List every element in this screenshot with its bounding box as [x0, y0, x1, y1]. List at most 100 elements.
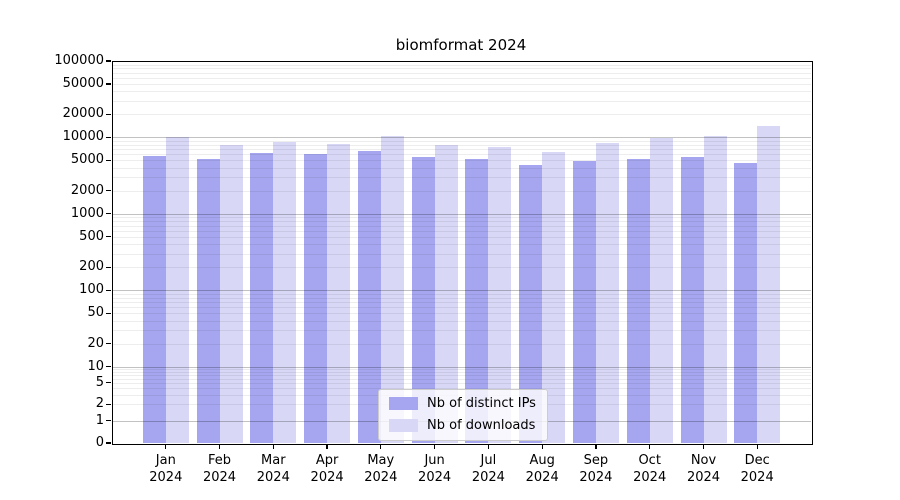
bar-downloads	[380, 136, 404, 443]
chart-title: biomformat 2024	[395, 36, 527, 54]
gridline-minor	[112, 190, 811, 192]
y-tick-label: 2000	[70, 182, 104, 198]
x-tick-label: Sep 2024	[566, 452, 626, 486]
bar-downloads	[542, 151, 566, 443]
x-tick-year: 2024	[686, 470, 721, 485]
x-tick-mark	[165, 444, 167, 450]
y-tick-label: 2	[95, 396, 104, 412]
gridline-minor	[112, 313, 811, 315]
gridline-major	[112, 290, 811, 292]
y-tick-mark	[106, 382, 111, 384]
y-tick-mark	[106, 236, 111, 238]
bar-downloads	[649, 137, 673, 443]
gridline-minor	[112, 371, 811, 373]
x-tick-label: Feb 2024	[190, 452, 250, 486]
x-tick-label: Jan 2024	[136, 452, 196, 486]
gridline-minor	[112, 140, 811, 142]
bar-downloads	[273, 142, 297, 443]
gridline-major	[112, 137, 811, 139]
legend-swatch-distinct-ips	[389, 397, 418, 410]
bar-downloads	[488, 147, 512, 443]
legend: Nb of distinct IPs Nb of downloads	[378, 389, 548, 441]
gridline-minor	[112, 160, 811, 162]
y-tick-label: 100000	[54, 53, 104, 68]
y-tick-mark	[106, 136, 111, 139]
gridline-minor	[112, 330, 811, 332]
x-tick-year: 2024	[740, 470, 774, 485]
x-tick-label: Jun 2024	[405, 452, 465, 486]
y-tick-mark	[106, 159, 111, 162]
gridline-minor	[112, 149, 811, 151]
bar-distinct-ips	[519, 165, 543, 443]
legend-label: Nb of distinct IPs	[427, 396, 536, 411]
x-tick-year: 2024	[418, 470, 452, 485]
gridline-major	[112, 366, 811, 368]
y-tick-label: 50000	[62, 76, 104, 91]
x-tick-mark	[756, 444, 758, 450]
x-tick-label: Apr 2024	[297, 452, 357, 486]
x-tick-mark	[541, 444, 543, 450]
bar-downloads	[219, 144, 243, 443]
bar-downloads	[327, 144, 351, 443]
x-tick-mark	[326, 444, 328, 450]
y-tick-label: 1	[95, 412, 104, 428]
legend-item: Nb of downloads	[389, 418, 536, 433]
x-tick-mark	[380, 444, 382, 450]
bar-distinct-ips	[196, 158, 220, 443]
y-tick-mark	[106, 403, 111, 405]
bar-downloads	[165, 137, 189, 443]
gridline-minor	[112, 302, 811, 303]
y-tick-mark	[106, 312, 111, 314]
y-tick-mark	[106, 342, 111, 345]
y-tick-mark	[106, 365, 111, 368]
x-tick-year: 2024	[256, 470, 290, 485]
bar-distinct-ips	[680, 157, 704, 443]
gridline-minor	[112, 68, 811, 70]
y-tick-mark	[106, 442, 111, 444]
y-tick-label: 5	[95, 374, 104, 390]
bar-distinct-ips	[357, 150, 381, 443]
gridline-minor	[112, 177, 811, 179]
x-tick-year: 2024	[202, 470, 237, 485]
y-tick-label: 1000	[70, 205, 104, 221]
gridline-minor	[112, 369, 811, 371]
gridline-minor	[112, 297, 811, 299]
gridline-minor	[112, 217, 811, 219]
gridline-major	[112, 213, 811, 215]
gridline-minor	[112, 378, 811, 380]
legend-item: Nb of distinct IPs	[389, 396, 536, 411]
y-tick-mark	[106, 213, 111, 215]
x-tick-label: May 2024	[351, 452, 411, 486]
y-tick-label: 100	[79, 282, 104, 298]
y-tick-label: 0	[95, 435, 104, 450]
y-tick-label: 5000	[70, 152, 104, 168]
gridline-minor	[112, 84, 811, 85]
gridline-minor	[112, 77, 811, 79]
gridline-minor	[112, 221, 811, 223]
y-tick-mark	[106, 419, 111, 422]
gridline-minor	[112, 293, 811, 295]
y-tick-label: 20	[87, 335, 104, 351]
x-tick-label: Dec 2024	[727, 452, 787, 486]
y-tick-mark	[106, 83, 111, 85]
gridline-minor	[112, 307, 811, 309]
x-tick-mark	[702, 444, 705, 450]
gridline-minor	[112, 244, 811, 246]
gridline-minor	[112, 382, 811, 384]
gridline-minor	[112, 236, 811, 238]
x-tick-mark	[487, 444, 490, 450]
bar-distinct-ips	[250, 152, 274, 443]
gridline-minor	[112, 91, 811, 93]
gridline-minor	[112, 167, 811, 169]
gridline-minor	[112, 388, 811, 389]
gridline-minor	[112, 114, 811, 116]
y-tick-mark	[106, 289, 111, 291]
bar-distinct-ips	[626, 159, 650, 443]
bar-downloads	[595, 142, 619, 443]
y-tick-label: 50	[87, 305, 104, 321]
bar-distinct-ips	[465, 159, 489, 443]
x-tick-label: Jul 2024	[458, 452, 518, 486]
gridline-minor	[112, 230, 811, 232]
bar-distinct-ips	[572, 161, 596, 443]
